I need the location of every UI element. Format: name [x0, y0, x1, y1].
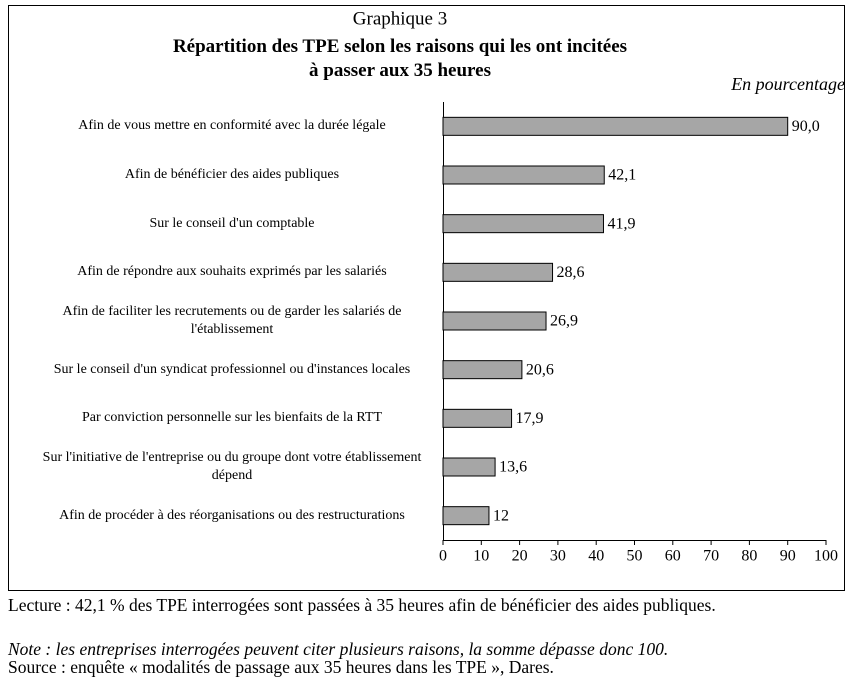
bar — [442, 214, 604, 234]
x-tick-label: 0 — [439, 548, 447, 565]
category-label: Afin de vous mettre en conformité avec l… — [78, 118, 386, 134]
value-label: 12 — [493, 507, 509, 524]
value-label: 41,9 — [607, 215, 635, 232]
x-tick-label: 10 — [473, 548, 489, 565]
x-tick-label: 80 — [741, 548, 757, 565]
category-label: Par conviction personnelle sur les bienf… — [81, 410, 383, 426]
bar — [442, 457, 496, 477]
bar — [442, 262, 554, 282]
x-tick-label: 100 — [814, 548, 838, 565]
value-label: 42,1 — [608, 167, 636, 184]
value-label: 17,9 — [516, 410, 544, 427]
bar — [442, 165, 605, 185]
chart-title: Répartition des TPE selon les raisons qu… — [173, 36, 627, 81]
x-tick-label: 50 — [627, 548, 643, 565]
bar — [442, 360, 523, 380]
lecture-note: Lecture : 42,1 % des TPE interrogées son… — [8, 595, 716, 615]
category-label: Sur le conseil d'un syndicat professionn… — [53, 361, 411, 377]
x-tick-label: 90 — [780, 548, 796, 565]
value-label: 28,6 — [557, 264, 585, 281]
value-label: 26,9 — [550, 313, 578, 330]
category-label: Afin de procéder à des réorganisations o… — [59, 507, 405, 523]
category-label: Afin de bénéficier des aides publiques — [124, 167, 340, 182]
bar — [442, 506, 490, 526]
category-label: Sur l'initiative de l'entreprise ou du g… — [42, 450, 422, 483]
x-tick-label: 60 — [665, 548, 681, 565]
x-tick-label: 30 — [550, 548, 566, 565]
chart-label: Graphique 3 — [353, 8, 447, 29]
frame — [8, 5, 845, 591]
bar — [442, 408, 513, 428]
category-label: Afin de faciliter les recrutements ou de… — [62, 304, 402, 337]
note: Note : les entreprises interrogées peuve… — [8, 639, 669, 659]
category-label: Afin de répondre aux souhaits exprimés p… — [77, 264, 387, 280]
value-label: 13,6 — [499, 459, 527, 476]
x-tick-label: 70 — [703, 548, 719, 565]
bar — [442, 311, 547, 331]
category-label: Sur le conseil d'un comptable — [149, 215, 315, 231]
source: Source : enquête « modalités de passage … — [8, 657, 554, 677]
value-label: 90,0 — [792, 118, 820, 135]
unit-label: En pourcentage — [730, 74, 845, 94]
value-label: 20,6 — [526, 361, 554, 378]
bar — [442, 116, 789, 136]
x-tick-label: 20 — [512, 548, 528, 565]
x-tick-label: 40 — [588, 548, 604, 565]
